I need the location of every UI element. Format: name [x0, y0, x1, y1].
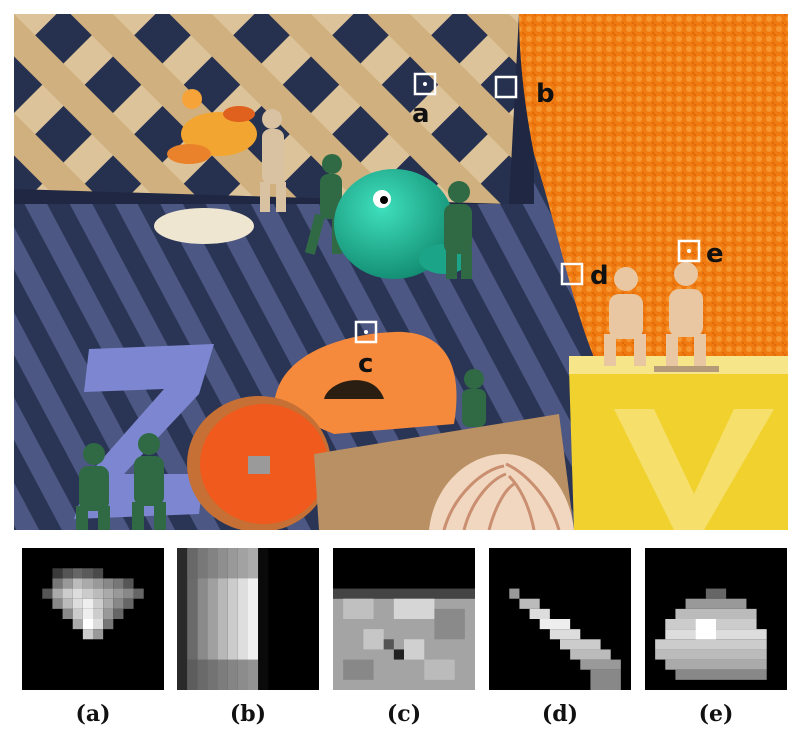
caption-b: (b): [229, 701, 267, 727]
beige-soldiers-box: [604, 262, 719, 372]
green-soldiers-bottom: [76, 433, 166, 530]
patch-b-image: [177, 548, 319, 690]
marker-c: c: [354, 320, 378, 379]
orange-knit-curtain: [519, 14, 788, 384]
marker-a: a: [412, 72, 437, 129]
green-soldier-right: [444, 181, 472, 279]
patch-e: [645, 548, 787, 690]
caption-a: (a): [75, 701, 111, 727]
caption-c: (c): [386, 701, 422, 727]
patch-d: [489, 548, 631, 690]
marker-b: b: [494, 75, 555, 109]
marker-d: d: [560, 261, 609, 291]
marker-label-a: a: [412, 99, 430, 129]
patch-c: [333, 548, 475, 690]
patch-c-image: [333, 548, 475, 690]
yellow-box: [569, 356, 788, 530]
patch-e-image: [645, 548, 787, 690]
caption-e: (e): [698, 701, 734, 727]
marker-label-c: c: [358, 349, 373, 379]
caption-d: (d): [541, 701, 579, 727]
patch-a: [22, 548, 164, 690]
scene-photo: a b c d e: [14, 14, 788, 530]
marker-label-e: e: [706, 239, 724, 269]
wooden-lattice: [14, 14, 519, 204]
shell-small: [154, 208, 254, 244]
marker-label-d: d: [590, 261, 609, 291]
patch-b: [177, 548, 319, 690]
marker-e: e: [677, 239, 724, 269]
marker-label-b: b: [536, 79, 555, 109]
patch-a-image: [22, 548, 164, 690]
green-soldier-small: [462, 369, 486, 427]
seashell: [429, 454, 574, 530]
toy-frog: [167, 89, 257, 164]
orange-disc: [187, 396, 331, 530]
patch-d-image: [489, 548, 631, 690]
beige-soldier-top: [260, 109, 286, 212]
